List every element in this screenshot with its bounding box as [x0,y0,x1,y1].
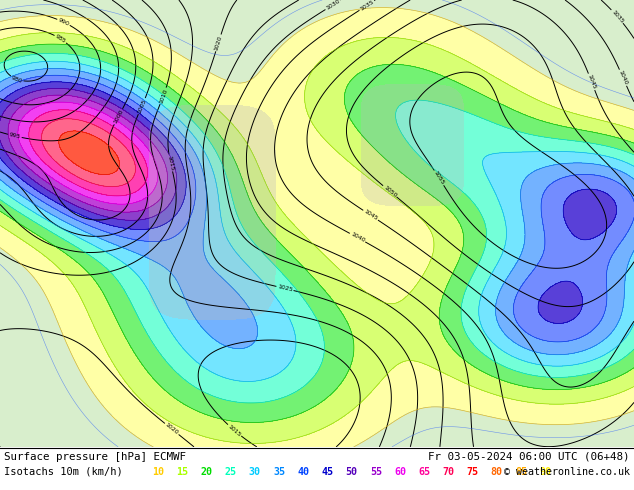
Text: 25: 25 [224,467,236,477]
Text: 1035: 1035 [359,0,375,12]
Text: 1045: 1045 [363,209,378,221]
Text: 1055: 1055 [433,170,445,186]
Text: Fr 03-05-2024 06:00 UTC (06+48): Fr 03-05-2024 06:00 UTC (06+48) [429,452,630,462]
Text: 1005: 1005 [136,98,147,114]
Text: 65: 65 [418,467,430,477]
Text: 1000: 1000 [112,109,124,124]
Text: 45: 45 [321,467,333,477]
Text: 1045: 1045 [586,74,597,90]
Text: 30: 30 [249,467,261,477]
Text: 1010: 1010 [158,88,168,104]
Text: 980: 980 [11,75,23,84]
Text: 80: 80 [491,467,503,477]
Text: 90: 90 [539,467,551,477]
Text: 1025: 1025 [277,284,293,293]
Text: 70: 70 [443,467,455,477]
Text: 60: 60 [394,467,406,477]
Text: 50: 50 [346,467,358,477]
Text: 1035: 1035 [611,9,624,24]
Text: 20: 20 [200,467,212,477]
Text: 1015: 1015 [227,423,242,438]
Text: 1015: 1015 [167,155,175,171]
Text: 85: 85 [515,467,527,477]
Text: 1040: 1040 [618,70,628,86]
Text: 985: 985 [55,34,67,44]
Text: 15: 15 [176,467,188,477]
Text: Surface pressure [hPa] ECMWF: Surface pressure [hPa] ECMWF [4,452,186,462]
Text: 35: 35 [273,467,285,477]
Text: 40: 40 [297,467,309,477]
Text: 55: 55 [370,467,382,477]
Text: © weatheronline.co.uk: © weatheronline.co.uk [504,467,630,477]
Text: Isotachs 10m (km/h): Isotachs 10m (km/h) [4,467,123,477]
Text: 990: 990 [57,17,70,27]
Text: 995: 995 [9,132,22,140]
Text: 10: 10 [152,467,164,477]
Text: 1020: 1020 [214,35,223,51]
Text: 1040: 1040 [349,232,366,244]
Text: 1050: 1050 [382,184,398,198]
Text: 1020: 1020 [164,422,179,436]
Text: 75: 75 [467,467,479,477]
Text: 1030: 1030 [325,0,341,11]
